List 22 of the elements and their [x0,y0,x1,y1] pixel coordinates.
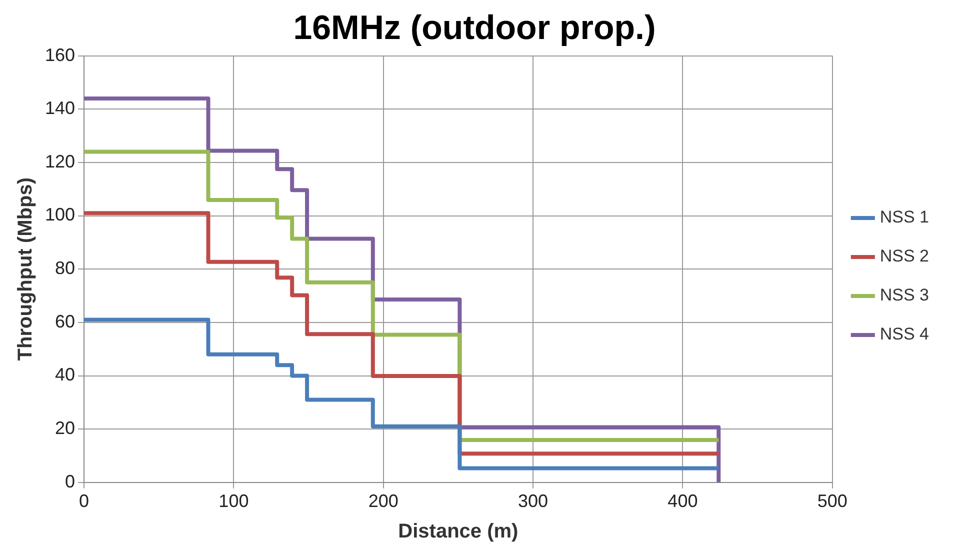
legend-label: NSS 4 [880,324,930,344]
y-tick-label: 120 [44,151,76,172]
x-tick-label: 100 [218,491,249,512]
y-tick-label: 100 [44,204,76,225]
legend-label: NSS 1 [880,208,930,227]
y-tick-label: 20 [55,418,76,438]
x-tick-label: 200 [368,491,398,512]
y-tick-label: 80 [55,258,76,278]
y-tick-label: 160 [44,44,76,65]
x-axis-title: Distance (m) [398,520,518,543]
y-tick-label: 140 [44,98,76,118]
x-tick-label: 500 [817,491,848,512]
legend-label: NSS 3 [880,286,930,305]
chart-title: 16MHz (outdoor prop.) [293,8,656,47]
x-tick-label: 400 [668,491,698,512]
y-axis-title: Throughput (Mbps) [14,177,37,361]
x-tick-label: 300 [518,491,548,512]
y-tick-label: 40 [55,364,76,385]
legend-label: NSS 2 [880,246,930,266]
x-tick-label: 0 [79,491,90,512]
y-tick-label: 0 [65,471,76,492]
y-tick-label: 60 [55,311,76,332]
